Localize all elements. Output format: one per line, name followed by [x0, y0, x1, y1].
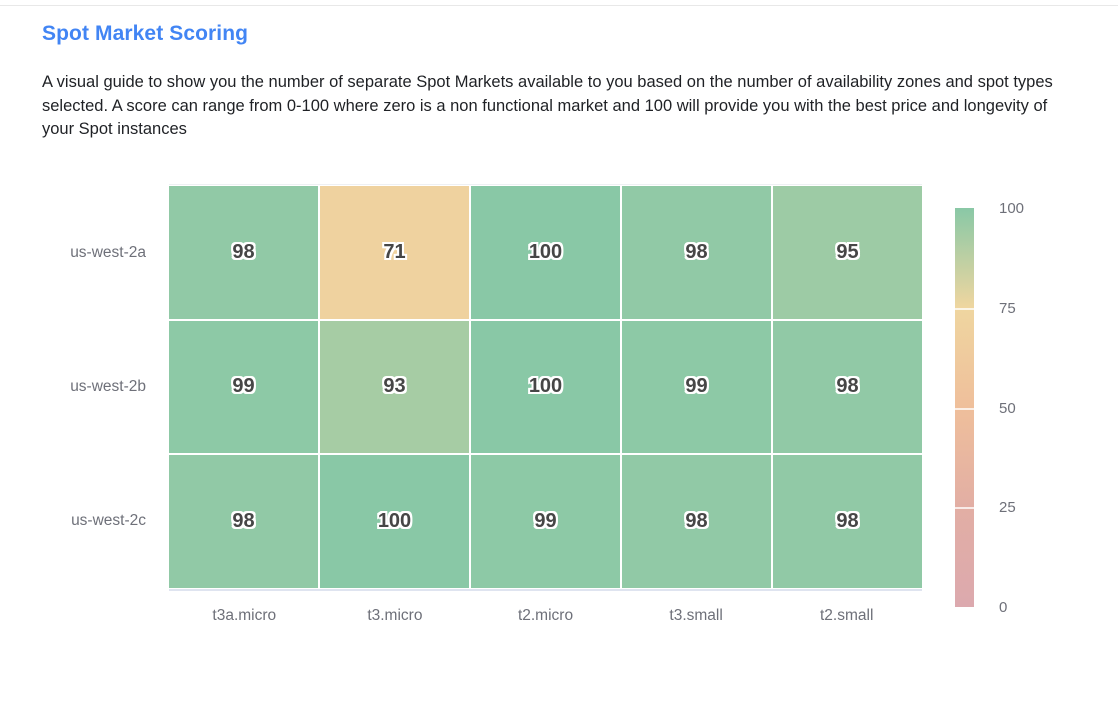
- heatmap: 98 71 100 98 95 99 93 100 99 98 98 100 99 98 98: [169, 186, 922, 588]
- page-title: Spot Market Scoring: [42, 22, 249, 45]
- x-axis-label-t2.micro: t2.micro: [517, 607, 574, 624]
- cell-value: 98: [232, 240, 255, 263]
- cell-value: 100: [528, 375, 563, 398]
- heatmap-cell-us-west-2b-t2.small[interactable]: 98: [773, 320, 922, 454]
- plot-top-gridline: [169, 184, 922, 185]
- legend-tick-75: [955, 307, 974, 310]
- cell-value: 98: [685, 510, 708, 533]
- cell-value: 100: [377, 510, 412, 533]
- heatmap-cell-us-west-2b-t3.micro[interactable]: 93: [320, 320, 469, 454]
- heatmap-cell-us-west-2a-t2.micro[interactable]: 100: [471, 186, 620, 319]
- cell-value: 93: [383, 375, 406, 398]
- legend-label-100: 100: [999, 200, 1025, 217]
- cell-value: 99: [232, 375, 255, 398]
- legend-label-50: 50: [999, 399, 1016, 417]
- color-scale-legend: [955, 208, 974, 607]
- heatmap-cell-us-west-2c-t3.micro[interactable]: 100: [320, 455, 469, 588]
- cell-value: 98: [232, 510, 255, 533]
- legend-label-0: 0: [999, 599, 1008, 616]
- x-axis-label-t3a.micro: t3a.micro: [212, 607, 277, 624]
- heatmap-cell-us-west-2c-t3.small[interactable]: 98: [622, 455, 771, 588]
- y-axis-label-us-west-2b: us-west-2b: [70, 378, 146, 395]
- heatmap-cell-us-west-2c-t3a.micro[interactable]: 98: [169, 455, 318, 588]
- cell-value: 99: [685, 375, 708, 398]
- cell-value: 99: [534, 510, 557, 533]
- x-axis-label-t3.small: t3.small: [669, 607, 723, 624]
- y-axis-label-us-west-2a: us-west-2a: [70, 244, 146, 261]
- heatmap-cell-us-west-2b-t3.small[interactable]: 99: [622, 320, 771, 454]
- cell-value: 100: [528, 240, 563, 263]
- x-axis-line: [169, 589, 922, 591]
- cell-value: 98: [836, 510, 859, 533]
- heatmap-cell-us-west-2a-t3.micro[interactable]: 71: [320, 186, 469, 319]
- heatmap-cell-us-west-2b-t2.micro[interactable]: 100: [471, 320, 620, 454]
- heatmap-cell-us-west-2a-t3a.micro[interactable]: 98: [169, 186, 318, 319]
- y-axis-label-us-west-2c: us-west-2c: [71, 512, 146, 529]
- x-axis-label-t3.micro: t3.micro: [367, 607, 423, 624]
- legend-label-25: 25: [999, 499, 1016, 517]
- heatmap-cell-us-west-2c-t2.micro[interactable]: 99: [471, 455, 620, 588]
- legend-tick-25: [955, 507, 974, 510]
- heatmap-cell-us-west-2a-t2.small[interactable]: 95: [773, 186, 922, 319]
- heatmap-cell-us-west-2b-t3a.micro[interactable]: 99: [169, 320, 318, 454]
- page-description: A visual guide to show you the number of…: [42, 73, 1053, 138]
- top-divider: [0, 5, 1118, 6]
- heatmap-cell-us-west-2a-t3.small[interactable]: 98: [622, 186, 771, 319]
- cell-value: 98: [836, 375, 859, 398]
- cell-value: 71: [383, 240, 406, 263]
- cell-value: 95: [836, 240, 859, 263]
- x-axis-label-t2.small: t2.small: [819, 607, 874, 624]
- heatmap-cell-us-west-2c-t2.small[interactable]: 98: [773, 455, 922, 588]
- legend-tick-50: [955, 407, 974, 410]
- legend-label-75: 75: [999, 299, 1016, 317]
- cell-value: 98: [685, 240, 708, 263]
